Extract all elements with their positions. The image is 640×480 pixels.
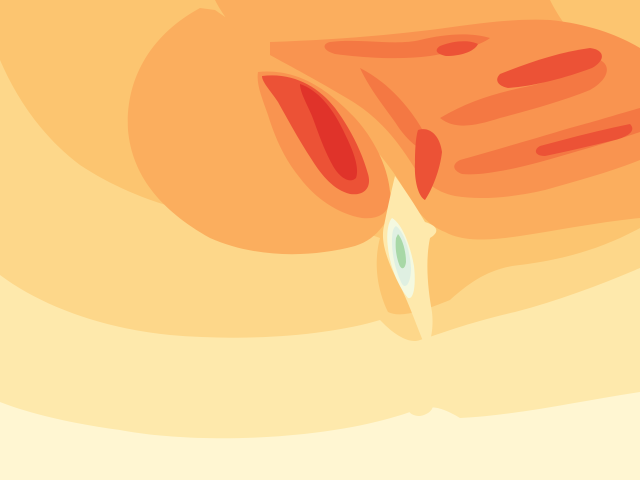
coast-inlet [408, 394, 434, 416]
contour-level-8-ridge [300, 84, 358, 181]
ridge-streaks [324, 34, 640, 200]
streak-2 [414, 129, 442, 200]
streak-1 [360, 68, 429, 152]
streak-6 [535, 124, 633, 156]
streak-5 [454, 108, 640, 175]
valley-low-3 [395, 234, 406, 269]
streak-4 [497, 48, 602, 88]
streak-8 [436, 41, 478, 56]
